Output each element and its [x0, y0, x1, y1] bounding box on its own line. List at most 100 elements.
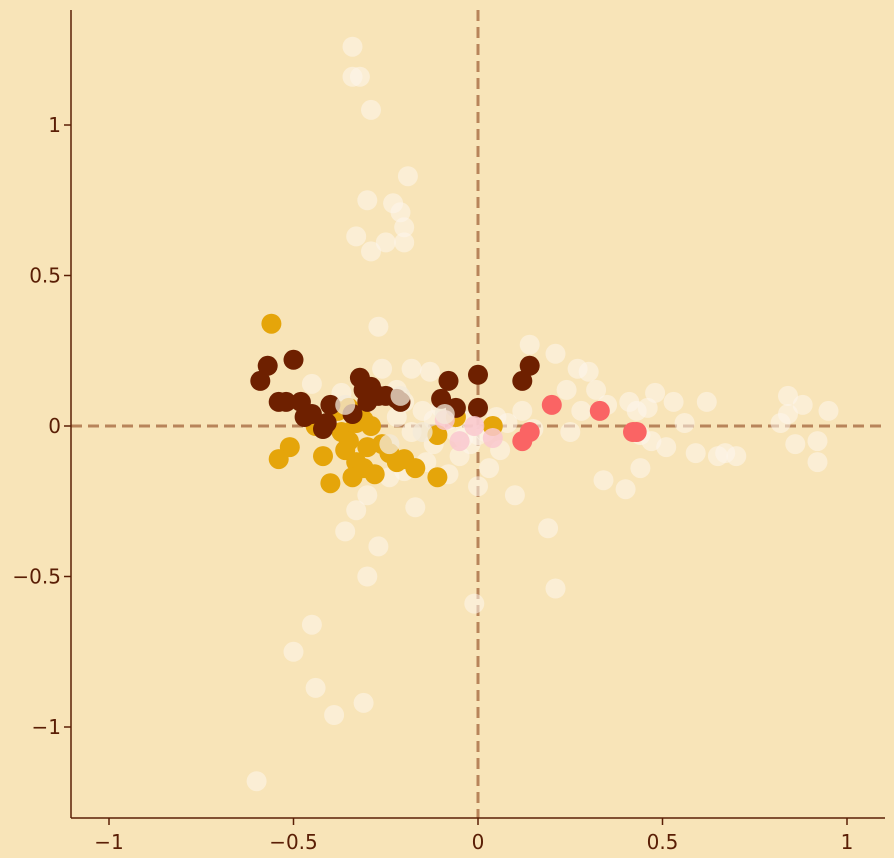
data-point [405, 458, 426, 479]
data-point [324, 705, 345, 725]
data-point [316, 413, 337, 433]
data-point [301, 614, 322, 635]
x-tick-label: 0 [472, 830, 485, 854]
data-point [283, 641, 304, 662]
data-point [630, 458, 651, 479]
data-point [589, 400, 610, 421]
data-point [807, 431, 828, 452]
data-point [571, 400, 592, 421]
data-point [357, 485, 378, 506]
data-point [556, 379, 577, 400]
data-point [368, 536, 389, 557]
data-point [778, 404, 798, 424]
y-tick-label: −0.5 [12, 565, 61, 589]
data-point [361, 416, 381, 436]
data-point [818, 400, 839, 421]
data-point [390, 202, 411, 223]
data-point [545, 578, 566, 599]
data-point [726, 446, 747, 467]
x-tick-label: −0.5 [269, 830, 318, 854]
data-point [379, 434, 400, 455]
data-point [519, 334, 540, 355]
data-point [656, 437, 677, 458]
data-point [349, 66, 370, 87]
data-point [663, 391, 684, 412]
data-point [246, 771, 267, 792]
y-tick-label: 0 [48, 414, 61, 438]
data-point [479, 458, 500, 479]
data-point [420, 361, 440, 382]
data-point [372, 358, 393, 379]
data-point [468, 364, 488, 385]
data-point [538, 518, 559, 539]
data-point [512, 370, 533, 391]
data-point [464, 593, 485, 614]
data-point [320, 473, 341, 494]
data-point [545, 343, 566, 364]
x-tick-label: 0.5 [647, 830, 679, 854]
data-point [778, 385, 798, 406]
data-point [626, 422, 647, 442]
data-point [397, 166, 418, 187]
data-point [560, 422, 581, 442]
data-point [512, 431, 533, 452]
data-point [541, 394, 562, 415]
data-point [357, 566, 378, 587]
data-point [578, 361, 599, 382]
data-point [412, 422, 433, 442]
data-point [276, 391, 297, 412]
data-point [338, 431, 359, 452]
data-point [346, 226, 367, 247]
data-point [427, 467, 448, 488]
data-point [342, 36, 363, 57]
data-point [468, 476, 488, 497]
x-tick-label: −1 [94, 830, 123, 854]
data-point [313, 446, 333, 467]
data-point [364, 464, 385, 485]
data-point [357, 190, 378, 211]
data-point [401, 358, 422, 379]
data-point [593, 470, 614, 491]
x-axis-ticks: −1 −0.5 0 0.5 1 [94, 818, 853, 854]
data-point [438, 370, 459, 391]
data-point [335, 521, 356, 542]
data-point [375, 232, 396, 253]
data-point [353, 692, 374, 713]
series-1 [261, 313, 503, 494]
data-point [645, 382, 666, 403]
data-point [512, 400, 533, 421]
data-point [386, 407, 407, 427]
data-point [792, 394, 813, 415]
data-points [246, 36, 839, 792]
data-point [615, 479, 636, 500]
x-tick-label: 1 [841, 830, 854, 854]
y-tick-label: 0.5 [29, 264, 61, 288]
data-point [586, 379, 607, 400]
data-point [785, 434, 806, 455]
data-point [361, 241, 381, 262]
data-point [261, 313, 282, 334]
data-point [807, 452, 828, 473]
data-point [434, 404, 455, 424]
data-point [685, 443, 706, 464]
data-point [357, 437, 378, 458]
data-point [519, 355, 540, 376]
data-point [394, 232, 415, 253]
data-point [305, 677, 326, 698]
data-point [464, 416, 485, 436]
data-point [368, 316, 389, 337]
data-point [346, 500, 367, 521]
data-point [301, 373, 322, 394]
series-0 [246, 36, 839, 792]
data-point [283, 349, 304, 370]
data-point [301, 404, 322, 424]
data-point [250, 370, 271, 391]
data-point [335, 394, 356, 415]
data-point [449, 446, 470, 467]
data-point [504, 485, 525, 506]
data-point [394, 217, 415, 238]
data-point [268, 449, 289, 470]
y-axis-ticks: 1 0.5 0 −0.5 −1 [12, 113, 71, 739]
data-point [431, 388, 452, 409]
